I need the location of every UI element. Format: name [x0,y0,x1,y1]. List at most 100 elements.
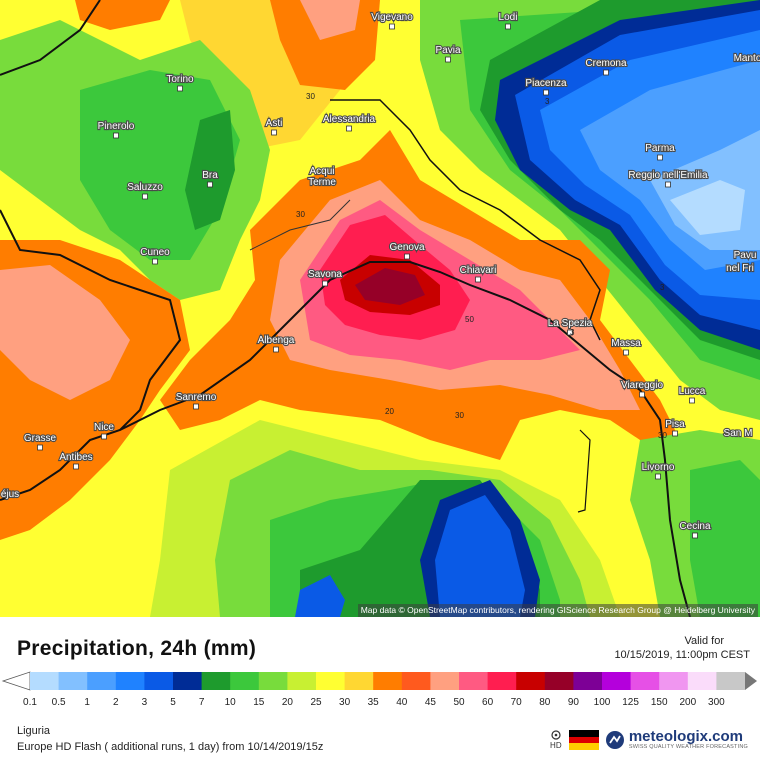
scale-tick-label: 3 [141,697,148,708]
city-label: Albenga [258,335,295,346]
germany-flag-icon[interactable] [568,730,599,751]
city-marker[interactable]: Nice [93,421,116,440]
city-label: Pavia [435,45,460,56]
scale-swatch [659,672,689,690]
city-label: éjus [1,489,19,500]
city-dot-icon [657,154,663,161]
scale-swatch [115,672,145,690]
scale-right-arrow-icon [745,672,757,690]
city-marker[interactable]: La Spezia [547,317,594,336]
scale-tick-label: 150 [650,697,668,708]
city-label: Piacenza [525,78,567,89]
city-marker[interactable]: Bra [201,169,219,188]
city-marker[interactable]: Cremona [584,57,628,76]
city-label: Livorno [642,462,675,473]
city-marker[interactable]: Grasse [23,432,58,451]
scale-swatch [373,672,403,690]
precip-band-3-sea [435,495,525,617]
map-attribution[interactable]: Map data © OpenStreetMap contributors, r… [357,604,758,617]
scale-swatch [573,672,603,690]
precip-band-80-liguria [355,268,425,305]
city-marker[interactable]: Piacenza [524,77,568,96]
city-label: Mantov [734,53,760,64]
city-marker[interactable]: Savona [307,268,343,287]
scale-tick-label: 0.5 [51,697,66,708]
isoline-label: 3 [570,328,575,337]
city-marker[interactable]: Sanremo [175,391,218,410]
city-marker[interactable]: Antibes [58,451,94,470]
scale-tick-label: 35 [367,697,379,708]
city-marker[interactable]: Mantov [733,52,760,65]
border-line [0,0,101,76]
scale-swatch [287,672,317,690]
scale-swatch [430,672,460,690]
scale-swatch [687,672,717,690]
city-marker[interactable]: Cecina [678,520,712,539]
city-marker[interactable]: Reggio nell'Emilia [627,169,709,188]
scale-swatch [173,672,203,690]
city-marker[interactable]: Pavu [733,249,758,262]
scale-tick-label: 7 [198,697,205,708]
city-label: Viareggio [621,380,664,391]
city-dot-icon [543,89,549,96]
logo-bar[interactable]: HD meteologix.com SWISS QUALITY WEATHER … [549,727,748,753]
coastline [0,261,691,617]
scale-tick-label: 70 [510,697,522,708]
city-marker[interactable]: Alessandria [322,113,377,132]
city-dot-icon [73,463,79,470]
city-marker[interactable]: Lodi [497,11,519,30]
city-label: Nice [94,422,114,433]
city-marker[interactable]: Vigevano [370,11,414,30]
city-label: nel Fri [726,263,754,274]
city-marker[interactable]: Torino [165,73,195,92]
city-dot-icon [623,349,629,356]
city-marker[interactable]: Asti [265,117,283,136]
city-marker[interactable]: Massa [610,337,642,356]
city-label: Pisa [665,419,685,430]
city-marker[interactable]: éjus [0,488,20,501]
city-dot-icon [505,23,511,30]
valid-time: 10/15/2019, 11:00pm CEST [614,649,750,661]
city-marker[interactable]: Viareggio [620,379,665,398]
city-dot-icon [567,329,573,336]
city-marker[interactable]: Genova [388,241,426,260]
scale-swatch [344,672,374,690]
city-label: Chiavari [460,265,497,276]
city-marker[interactable]: Pavia [434,44,462,63]
city-label: Cuneo [140,247,170,258]
scale-swatch [144,672,174,690]
city-marker[interactable]: Pinerolo [97,120,136,139]
city-dot-icon [689,397,695,404]
precipitation-map[interactable]: Vigevano Lodi Pavia Mantov Cremona Torino Piac… [0,0,760,617]
island-outline [577,429,591,513]
city-marker[interactable]: Parma [644,142,676,161]
city-marker[interactable]: Lucca [678,385,707,404]
scale-tick-label: 300 [708,697,725,708]
city-label: Sanremo [176,392,217,403]
city-marker[interactable]: Chiavari [459,264,497,283]
city-dot-icon [665,181,671,188]
precip-band-10-tuscany [690,460,760,617]
scale-swatch [87,672,117,690]
city-dot-icon [101,433,107,440]
scale-tick-label: 80 [539,697,551,708]
city-marker[interactable]: Albenga [257,334,296,353]
city-dot-icon [322,280,328,287]
city-label: Alessandria [323,114,376,125]
city-marker[interactable]: nel Fri [725,262,755,275]
isoline-label: 20 [385,407,394,416]
scale-swatch [30,672,60,690]
precip-band-01-east [670,180,745,235]
region-border [330,99,601,341]
precip-band-3-sea-west [295,575,345,617]
city-dot-icon [319,177,325,184]
brand-logo[interactable]: meteologix.com SWISS QUALITY WEATHER FOR… [605,729,748,750]
city-marker[interactable]: Saluzzo [126,181,164,200]
city-marker[interactable]: San M [722,427,753,440]
hd-icon[interactable]: HD [549,730,563,750]
city-marker[interactable]: Livorno [640,461,676,480]
city-marker[interactable]: Pisa [664,418,686,437]
city-label: Vigevano [371,12,413,23]
city-marker[interactable]: Cuneo [139,246,171,265]
